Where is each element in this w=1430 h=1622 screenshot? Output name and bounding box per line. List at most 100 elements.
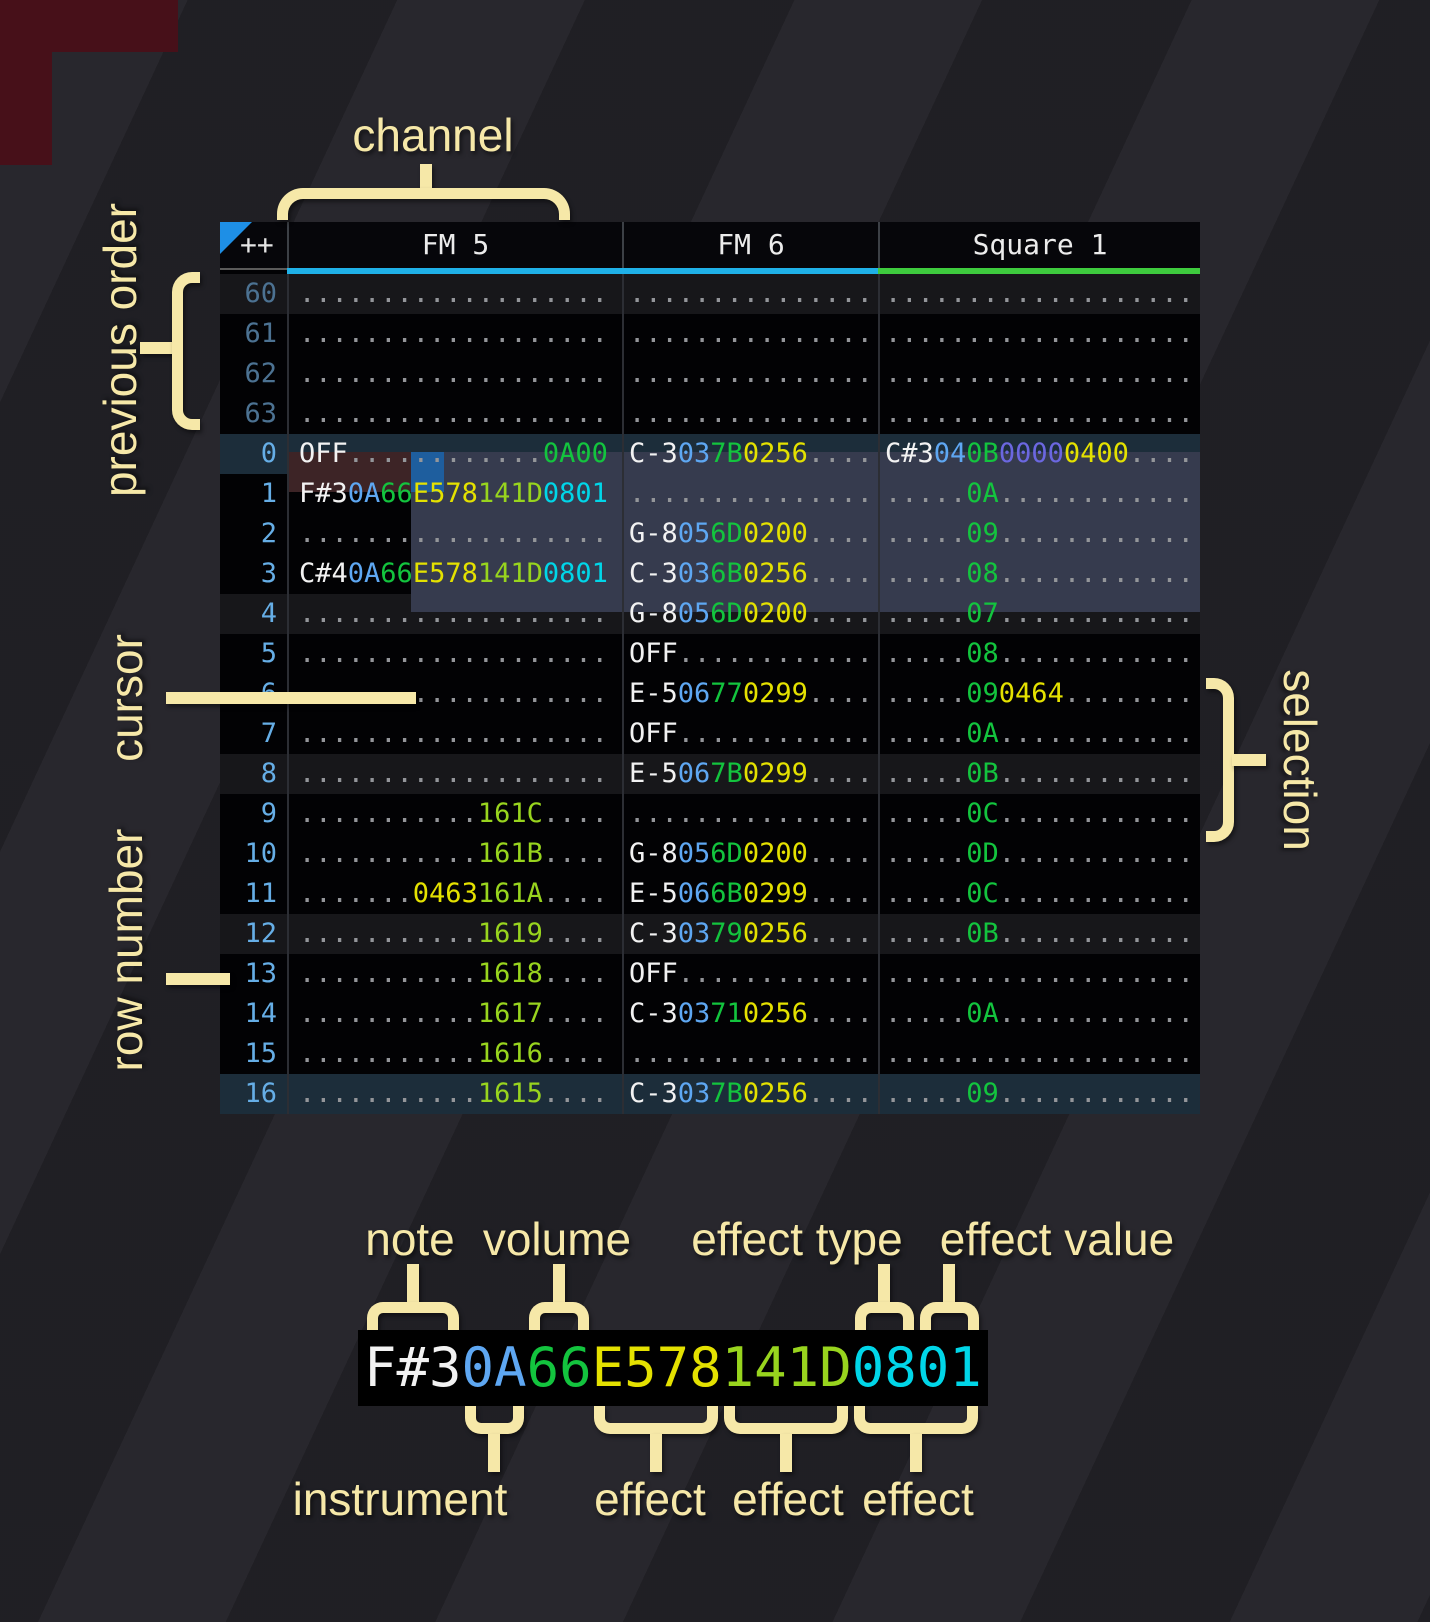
pattern-cell[interactable]: C#40A66E578141D0801 (287, 554, 622, 594)
pattern-row-3[interactable]: 3 C#40A66E578141D0801 C-3036B0256.........… (220, 554, 1200, 594)
pattern-row-12[interactable]: 12 ...........1619.... C-303790256........… (220, 914, 1200, 954)
pattern-cell[interactable]: .....0B............ (878, 914, 1200, 954)
pattern-row-61[interactable]: 61......................................… (220, 314, 1200, 354)
pattern-cell[interactable]: ...........1617.... (287, 994, 622, 1034)
pattern-cell[interactable]: OFF............ (622, 954, 878, 994)
pattern-row-0[interactable]: 0 OFF............0A00 C-3037B0256.... C#304… (220, 434, 1200, 474)
pattern-cell[interactable]: ............... (622, 474, 878, 514)
pattern-cell[interactable]: .....090464........ (878, 674, 1200, 714)
row-number: 63 (244, 398, 277, 429)
pattern-row-2[interactable]: 2................... G-8056D0200.........… (220, 514, 1200, 554)
pattern-cell[interactable]: OFF............0A00 (287, 434, 622, 474)
pattern-row-8[interactable]: 8................... E-5067B0299.........… (220, 754, 1200, 794)
order-corner-cell[interactable]: ++ (220, 222, 287, 268)
pattern-cell[interactable]: .....0A............ (878, 994, 1200, 1034)
pattern-cell[interactable]: .....0B............ (878, 754, 1200, 794)
pattern-cell[interactable]: ............... (622, 354, 878, 394)
pattern-row-5[interactable]: 5................... OFF.................… (220, 634, 1200, 674)
pattern-cell[interactable]: C-3037B0256.... (622, 1074, 878, 1114)
pattern-cell[interactable]: .....07............ (878, 594, 1200, 634)
pattern-cell[interactable]: E-5066B0299.... (622, 874, 878, 914)
channel-header-fm6[interactable]: FM 6 (622, 222, 878, 268)
pattern-cell[interactable]: OFF............ (622, 714, 878, 754)
pattern-row-10[interactable]: 10 ...........161B.... G-8056D0200........… (220, 834, 1200, 874)
pattern-row-63[interactable]: 63......................................… (220, 394, 1200, 434)
pattern-cell[interactable]: ...........1619.... (287, 914, 622, 954)
pattern-cell[interactable]: .....09............ (878, 514, 1200, 554)
pattern-cell[interactable]: ................... (287, 354, 622, 394)
pattern-row-16[interactable]: 16 ...........1615.... C-3037B0256........… (220, 1074, 1200, 1114)
pattern-cell[interactable]: ................... (287, 514, 622, 554)
pattern-cell[interactable]: ...........161C.... (287, 794, 622, 834)
pattern-row-7[interactable]: 7................... OFF.................… (220, 714, 1200, 754)
pattern-cell[interactable]: C#3040B00000400.... (878, 434, 1200, 474)
pattern-cell[interactable]: ................... (878, 314, 1200, 354)
pattern-cell[interactable]: F#30A66E578141D0801 (287, 474, 622, 514)
pattern-editor[interactable]: ++ FM 5 FM 6 Square 1 60................… (220, 222, 1200, 1114)
cursor-row-highlight (289, 452, 411, 492)
row-number: 7 (260, 718, 277, 749)
pattern-cell[interactable]: E-506770299.... (622, 674, 878, 714)
pattern-cell[interactable]: ................... (287, 394, 622, 434)
pattern-cell[interactable]: E-5067B0299.... (622, 754, 878, 794)
cursor-annotation-label: cursor (100, 634, 152, 762)
pattern-row-1[interactable]: 1 F#30A66E578141D0801....................… (220, 474, 1200, 514)
pattern-row-14[interactable]: 14 ...........1617.... C-303710256........… (220, 994, 1200, 1034)
pattern-cell[interactable]: ...........1616.... (287, 1034, 622, 1074)
pattern-cell[interactable]: ...........1618.... (287, 954, 622, 994)
pattern-cell[interactable]: ............... (622, 794, 878, 834)
add-effect-columns-button[interactable]: ++ (240, 228, 274, 261)
pattern-cell[interactable]: ............... (622, 1034, 878, 1074)
enlarged-pattern-cell: F#30A66E578141D0801 (358, 1330, 988, 1406)
pattern-cell[interactable]: .....09............ (878, 1074, 1200, 1114)
pattern-row-62[interactable]: 62......................................… (220, 354, 1200, 394)
pattern-row-11[interactable]: 11 .......0463161A.... E-5066B0299........… (220, 874, 1200, 914)
pattern-cell[interactable]: ................... (878, 274, 1200, 314)
pattern-cell[interactable]: .......0463161A.... (287, 874, 622, 914)
pattern-cell[interactable]: C-303710256.... (622, 994, 878, 1034)
channel-header-square1[interactable]: Square 1 (878, 222, 1200, 268)
pattern-cell[interactable]: ................... (287, 274, 622, 314)
row-number: 11 (244, 878, 277, 909)
pattern-cell[interactable]: ............... (622, 274, 878, 314)
pattern-cell[interactable]: ................... (287, 714, 622, 754)
pattern-cell[interactable]: ................... (878, 394, 1200, 434)
pattern-cell[interactable]: .....0D............ (878, 834, 1200, 874)
row-number: 10 (244, 838, 277, 869)
pattern-cell[interactable]: G-8056D0200.... (622, 594, 878, 634)
pattern-row-60[interactable]: 60......................................… (220, 274, 1200, 314)
pattern-cell[interactable]: .....08............ (878, 554, 1200, 594)
pattern-row-13[interactable]: 13 ...........1618.... OFF................… (220, 954, 1200, 994)
pattern-cell[interactable]: G-8056D0200.... (622, 514, 878, 554)
instrument-annotation-bracket (465, 1406, 524, 1434)
pattern-row-15[interactable]: 15 ...........1616.......................… (220, 1034, 1200, 1074)
pattern-cell[interactable]: .....0A............ (878, 714, 1200, 754)
pattern-cell[interactable]: ............... (622, 394, 878, 434)
pattern-row-4[interactable]: 4................... G-8056D0200.........… (220, 594, 1200, 634)
pattern-cell[interactable]: ................... (287, 594, 622, 634)
pattern-cell[interactable]: G-8056D0200.... (622, 834, 878, 874)
channel-underline-square1 (878, 268, 1200, 274)
pattern-cell[interactable]: C-3036B0256.... (622, 554, 878, 594)
row-number: 3 (260, 558, 277, 589)
pattern-cell[interactable]: .....0C............ (878, 794, 1200, 834)
effect3-annotation-bracket (854, 1406, 978, 1434)
pattern-cell[interactable]: ............... (622, 314, 878, 354)
pattern-cell[interactable]: .....0A............ (878, 474, 1200, 514)
channel-header-fm5[interactable]: FM 5 (287, 222, 622, 268)
pattern-cell[interactable]: C-3037B0256.... (622, 434, 878, 474)
pattern-row-9[interactable]: 9 ...........161C........................… (220, 794, 1200, 834)
pattern-cell[interactable]: ................... (878, 954, 1200, 994)
pattern-cell[interactable]: OFF............ (622, 634, 878, 674)
pattern-cell[interactable]: C-303790256.... (622, 914, 878, 954)
row-number: 62 (244, 358, 277, 389)
pattern-cell[interactable]: ...........1615.... (287, 1074, 622, 1114)
pattern-cell[interactable]: ...........161B.... (287, 834, 622, 874)
pattern-cell[interactable]: .....0C............ (878, 874, 1200, 914)
pattern-cell[interactable]: ................... (287, 634, 622, 674)
pattern-cell[interactable]: ................... (878, 1034, 1200, 1074)
pattern-cell[interactable]: .....08............ (878, 634, 1200, 674)
pattern-cell[interactable]: ................... (287, 314, 622, 354)
pattern-cell[interactable]: ................... (287, 754, 622, 794)
pattern-cell[interactable]: ................... (878, 354, 1200, 394)
